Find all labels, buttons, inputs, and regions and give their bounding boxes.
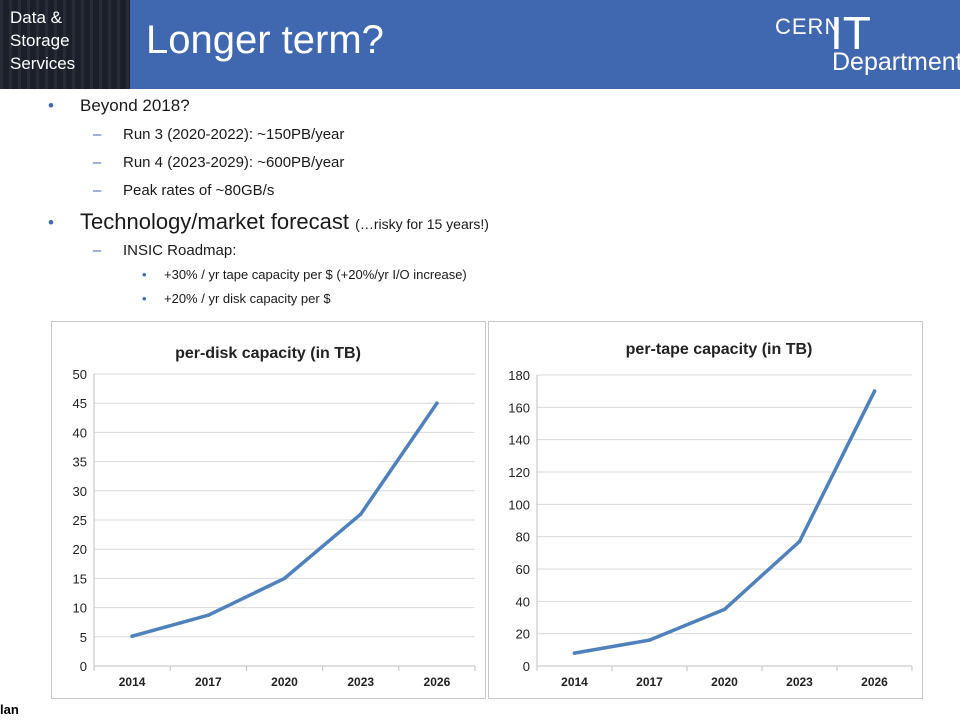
y-tick-label: 0 (80, 659, 87, 674)
bullet-tape-text: +30% / yr tape capacity per $ (+20%/yr I… (164, 267, 467, 282)
bullet-dot-icon: • (48, 213, 54, 232)
dash-icon: – (93, 242, 102, 259)
bullet-disk: • +20% / yr disk capacity per $ (142, 291, 331, 306)
x-tick-label: 2020 (271, 675, 298, 689)
small-dot-icon: • (142, 267, 147, 282)
footer-fragment: lan (0, 702, 19, 717)
logo-line-3: Services (10, 54, 76, 73)
bullet-run3-text: Run 3 (2020-2022): ~150PB/year (123, 126, 345, 143)
y-tick-label: 50 (73, 367, 87, 382)
y-tick-label: 5 (80, 630, 87, 645)
y-tick-label: 30 (73, 484, 87, 499)
y-tick-label: 25 (73, 513, 87, 528)
data-point (206, 613, 211, 617)
y-tick-label: 100 (508, 497, 530, 512)
y-tick-label: 180 (508, 368, 530, 383)
data-point (282, 576, 287, 581)
y-tick-label: 60 (516, 562, 530, 577)
disk-capacity-chart-svg: per-disk capacity (in TB) 0 5 10 15 20 25 30 35 4… (73, 345, 476, 689)
bullet-run4-text: Run 4 (2023-2029): ~600PB/year (123, 154, 345, 171)
bullet-disk-text: +20% / yr disk capacity per $ (164, 291, 331, 306)
x-tick-label: 2017 (636, 675, 663, 689)
bullet-insic-text: INSIC Roadmap: (123, 242, 237, 259)
y-tick-label: 0 (523, 659, 530, 674)
data-point (358, 512, 363, 516)
logo-text: Data & Storage Services (10, 6, 75, 75)
bullet-beyond: • Beyond 2018? (48, 96, 190, 116)
department-logo-text: Department (832, 48, 960, 76)
series-line (572, 389, 877, 655)
x-tick-label: 2017 (195, 675, 222, 689)
slide-header: Data & Storage Services Longer term? CER… (0, 0, 960, 89)
tape-capacity-chart-svg: per-tape capacity (in TB) 0 20 40 60 80 100 120… (508, 341, 913, 689)
x-tick-label: 2026 (861, 675, 888, 689)
logo-line-2: Storage (10, 31, 70, 50)
x-tick-label: 2026 (424, 675, 451, 689)
bullet-beyond-text: Beyond 2018? (80, 96, 190, 115)
x-tick-label: 2023 (786, 675, 813, 689)
dash-icon: – (93, 182, 102, 199)
y-tick-label: 160 (508, 400, 530, 415)
data-point (797, 539, 802, 544)
dash-icon: – (93, 154, 102, 171)
bullet-run4: – Run 4 (2023-2029): ~600PB/year (93, 154, 345, 171)
y-tick-label: 45 (73, 396, 87, 411)
data-point (130, 634, 134, 639)
it-logo-text: IT (830, 7, 871, 59)
y-tick-label: 40 (73, 425, 87, 440)
y-tick-label: 20 (73, 542, 87, 557)
y-tick-label: 20 (516, 627, 530, 642)
data-point (572, 651, 577, 655)
data-point (435, 401, 439, 405)
x-tick-label: 2014 (119, 675, 146, 689)
bullet-peak: – Peak rates of ~80GB/s (93, 182, 275, 199)
dash-icon: – (93, 126, 102, 143)
chart-title: per-disk capacity (in TB) (175, 345, 361, 362)
bullet-tech-note: (…risky for 15 years!) (355, 216, 489, 232)
disk-capacity-chart: per-disk capacity (in TB) 0 5 10 15 20 25 30 35 4… (51, 321, 486, 699)
data-point (872, 389, 877, 393)
bullet-dot-icon: • (48, 96, 54, 115)
data-point (647, 638, 652, 642)
small-dot-icon: • (142, 291, 147, 306)
y-tick-label: 140 (508, 433, 530, 448)
chart-title: per-tape capacity (in TB) (626, 341, 813, 358)
bullet-tape: • +30% / yr tape capacity per $ (+20%/yr … (142, 267, 467, 282)
bullet-peak-text: Peak rates of ~80GB/s (123, 182, 275, 199)
data-point (722, 607, 727, 612)
data-storage-services-logo: Data & Storage Services (0, 0, 130, 89)
x-tick-label: 2020 (711, 675, 738, 689)
bullet-insic: – INSIC Roadmap: (93, 242, 237, 259)
logo-line-1: Data & (10, 8, 62, 27)
y-tick-label: 40 (516, 594, 530, 609)
y-tick-label: 15 (73, 571, 87, 586)
bullet-run3: – Run 3 (2020-2022): ~150PB/year (93, 126, 345, 143)
tape-capacity-chart: per-tape capacity (in TB) 0 20 40 60 80 100 120… (488, 321, 923, 699)
y-tick-label: 120 (508, 465, 530, 480)
x-tick-label: 2023 (347, 675, 374, 689)
y-tick-label: 80 (516, 530, 530, 545)
y-tick-label: 10 (73, 601, 87, 616)
slide-title: Longer term? (146, 18, 384, 62)
bullet-tech: • Technology/market forecast (…risky for … (48, 209, 489, 235)
y-tick-label: 35 (73, 455, 87, 470)
cern-logo-text: CERN (775, 14, 842, 39)
bullet-tech-text: Technology/market forecast (80, 209, 350, 234)
x-tick-label: 2014 (561, 675, 588, 689)
